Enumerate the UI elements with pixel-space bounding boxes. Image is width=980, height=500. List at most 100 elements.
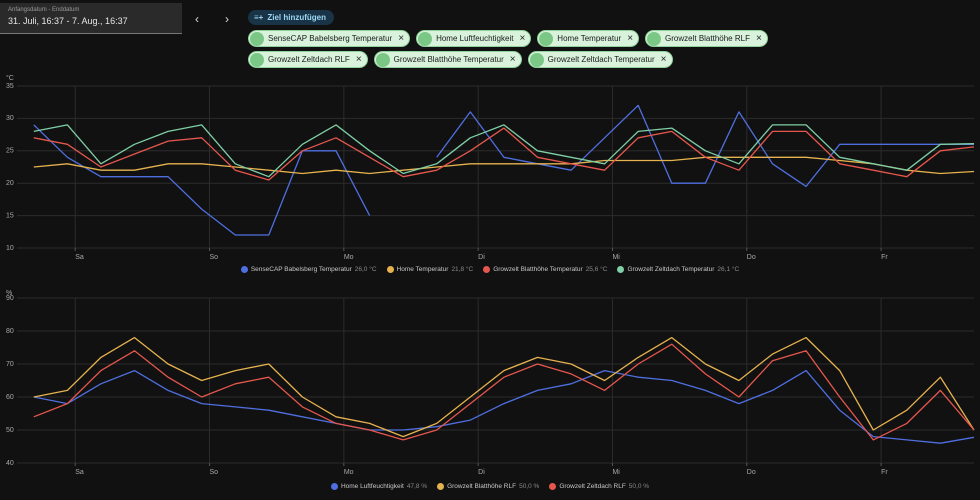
y-tick-label: 25 (6, 148, 14, 155)
x-tick-label: So (210, 469, 219, 476)
x-tick-label: Di (478, 254, 485, 261)
chip-label: Growzelt Blatthöhe RLF (665, 34, 750, 43)
legend: SenseCAP Babelsberg Temperatur 26,0 °C Hom… (0, 266, 980, 273)
x-tick-label: So (210, 254, 219, 261)
x-tick-label: Do (747, 254, 756, 261)
chip[interactable]: Growzelt Blatthöhe Temperatur × (373, 51, 522, 68)
date-range-value: 31. Juli, 16:37 - 7. Aug., 16:37 (8, 16, 128, 26)
chip[interactable]: Growzelt Zeltdach Temperatur × (527, 51, 673, 68)
chip-remove[interactable]: × (627, 33, 634, 44)
chip-label: Home Temperatur (557, 34, 622, 43)
legend: Home Luftfeuchtigkeit 47,8 % Growzelt Blat… (0, 483, 980, 490)
legend-name: SenseCAP Babelsberg Temperatur (250, 266, 352, 273)
y-axis-unit: % (6, 290, 12, 297)
legend-swatch (330, 483, 338, 490)
x-tick-label: Sa (75, 254, 84, 261)
legend-value: 50,0 % (519, 483, 540, 490)
legend-value: 21,8 °C (451, 266, 474, 273)
chip-remove[interactable]: × (355, 54, 362, 65)
series-line (33, 369, 975, 444)
legend-item[interactable]: Growzelt Blatthöhe RLF 50,0 % (437, 483, 539, 490)
chip-label: Growzelt Blatthöhe Temperatur (393, 55, 504, 64)
legend-item[interactable]: Home Luftfeuchtigkeit 47,8 % (330, 483, 427, 490)
x-tick-label: Fr (881, 254, 888, 261)
add-target-label: Ziel hinzufügen (267, 13, 327, 22)
series-line (33, 156, 975, 175)
legend-swatch (549, 483, 557, 490)
chip[interactable]: Growzelt Blatthöhe RLF × (645, 30, 768, 47)
chip[interactable]: Home Temperatur × (537, 30, 640, 47)
chip-list: SenseCAP Babelsberg Temperatur × Home Luft… (248, 30, 868, 68)
prev-button[interactable]: ‹ (195, 12, 199, 26)
legend-item[interactable]: SenseCAP Babelsberg Temperatur 26,0 °C (240, 266, 377, 273)
chip-icon (647, 31, 662, 46)
legend-value: 25,6 °C (585, 266, 608, 273)
series-line (33, 127, 975, 181)
chip[interactable]: SenseCAP Babelsberg Temperatur × (248, 30, 411, 47)
x-tick-label: Mi (612, 469, 620, 476)
legend-name: Growzelt Zeltdach Temperatur (627, 266, 715, 273)
y-tick-label: 60 (6, 394, 14, 401)
legend-item[interactable]: Growzelt Zeltdach Temperatur 26,1 °C (617, 266, 739, 273)
x-tick-label: Mo (344, 469, 354, 476)
y-tick-label: 35 (6, 83, 14, 90)
legend-item[interactable]: Growzelt Blatthöhe Temperatur 25,6 °C (483, 266, 607, 273)
chip-remove[interactable]: × (755, 33, 762, 44)
y-tick-label: 10 (6, 245, 14, 252)
y-axis-unit: °C (6, 74, 14, 82)
date-range-label: Anfangsdatum - Enddatum (8, 7, 80, 13)
series-line (33, 104, 974, 236)
y-tick-label: 90 (6, 295, 14, 302)
x-tick-label: Sa (75, 469, 84, 476)
add-target-button[interactable]: ≡+ Ziel hinzufügen (248, 10, 335, 25)
chip-remove[interactable]: × (519, 33, 526, 44)
chip-icon (375, 52, 390, 67)
y-tick-label: 50 (6, 427, 14, 434)
series-line (33, 336, 975, 438)
x-tick-label: Di (478, 469, 485, 476)
y-tick-label: 30 (6, 115, 14, 122)
legend-item[interactable]: Growzelt Zeltdach RLF 50,0 % (549, 483, 649, 490)
chip-remove[interactable]: × (398, 33, 405, 44)
x-tick-label: Do (747, 469, 756, 476)
chip-remove[interactable]: × (509, 54, 516, 65)
legend-swatch (240, 266, 248, 273)
chip-icon (418, 31, 433, 46)
chip-remove[interactable]: × (660, 54, 667, 65)
y-tick-label: 40 (6, 460, 14, 467)
chip-icon (250, 52, 264, 67)
chip-label: SenseCAP Babelsberg Temperatur (268, 34, 393, 43)
chip-icon (529, 52, 544, 67)
legend-swatch (386, 266, 394, 273)
add-icon: ≡+ (254, 13, 264, 22)
legend-name: Growzelt Blatthöhe RLF (447, 483, 517, 490)
legend-swatch (483, 266, 491, 273)
next-button[interactable]: › (225, 12, 229, 26)
y-tick-label: 15 (6, 212, 14, 219)
legend-value: 26,1 °C (717, 266, 740, 273)
chip[interactable]: Growzelt Zeltdach RLF × (248, 51, 368, 68)
series-line (33, 124, 975, 178)
legend-name: Home Luftfeuchtigkeit (340, 483, 404, 490)
x-tick-label: Fr (881, 469, 888, 476)
legend-swatch (617, 266, 625, 273)
chip[interactable]: Home Luftfeuchtigkeit × (416, 30, 532, 47)
y-tick-label: 70 (6, 361, 14, 368)
chip-label: Growzelt Zeltdach Temperatur (547, 55, 655, 64)
chip-icon (539, 31, 554, 46)
legend-name: Growzelt Blatthöhe Temperatur (493, 266, 583, 273)
chip-label: Home Luftfeuchtigkeit (436, 34, 514, 43)
legend-swatch (437, 483, 445, 490)
chip-icon (250, 31, 264, 46)
legend-value: 26,0 °C (354, 266, 377, 273)
x-tick-label: Mo (344, 254, 354, 261)
y-tick-label: 20 (6, 180, 14, 187)
chip-label: Growzelt Zeltdach RLF (268, 55, 350, 64)
date-range[interactable]: Anfangsdatum - Enddatum 31. Juli, 16:37 … (0, 3, 182, 34)
legend-item[interactable]: Home Temperatur 21,8 °C (386, 266, 474, 273)
y-tick-label: 80 (6, 328, 14, 335)
x-tick-label: Mi (612, 254, 620, 261)
legend-name: Growzelt Zeltdach RLF (559, 483, 626, 490)
